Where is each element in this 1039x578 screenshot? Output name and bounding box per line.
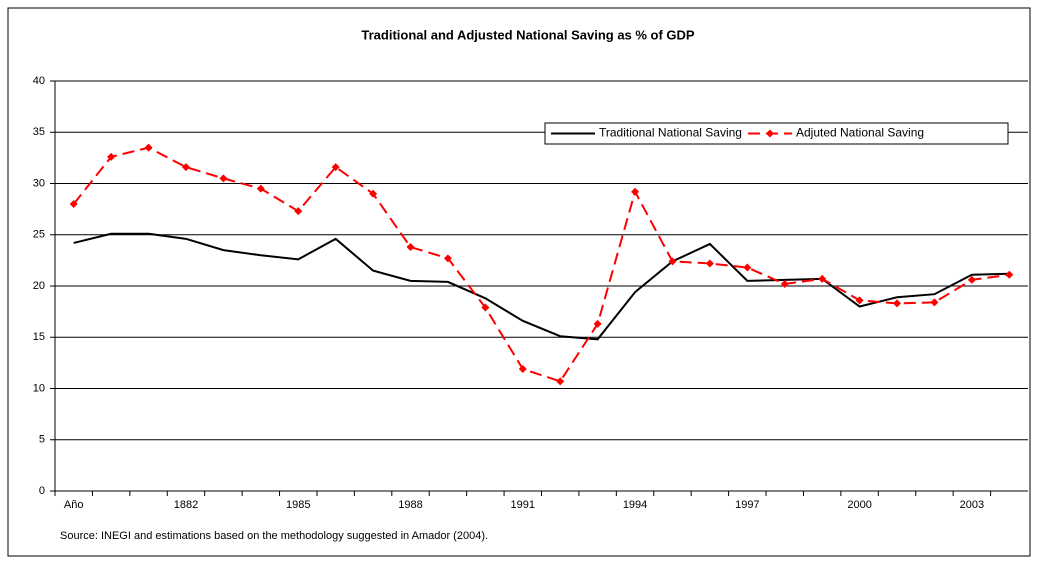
data-point bbox=[256, 184, 265, 193]
legend-label: Adjuted National Saving bbox=[796, 126, 924, 140]
y-tick-label: 30 bbox=[33, 177, 45, 189]
y-tick-label: 15 bbox=[33, 331, 45, 343]
data-point bbox=[631, 187, 640, 196]
data-point bbox=[556, 377, 565, 386]
data-point bbox=[369, 189, 378, 198]
data-point bbox=[818, 274, 827, 283]
y-tick-label: 5 bbox=[39, 434, 45, 446]
data-point bbox=[481, 303, 490, 312]
data-point bbox=[930, 298, 939, 307]
data-point bbox=[705, 259, 714, 268]
x-tick-label: 2000 bbox=[847, 499, 871, 511]
data-point bbox=[406, 243, 415, 252]
x-tick-label: 1985 bbox=[286, 499, 310, 511]
data-point bbox=[107, 152, 116, 161]
legend-label: Traditional National Saving bbox=[599, 126, 742, 140]
data-line bbox=[73, 232, 1010, 341]
data-point bbox=[331, 163, 340, 172]
data-point bbox=[855, 296, 864, 305]
data-point bbox=[967, 275, 976, 284]
data-point bbox=[518, 365, 527, 374]
data-point bbox=[144, 143, 153, 152]
data-point bbox=[181, 163, 190, 172]
y-tick-label: 25 bbox=[33, 229, 45, 241]
x-tick-label: 1991 bbox=[511, 499, 535, 511]
y-tick-label: 20 bbox=[33, 280, 45, 292]
x-tick-label: 1882 bbox=[174, 499, 198, 511]
x-tick-label: Año bbox=[64, 499, 84, 511]
data-point bbox=[743, 263, 752, 272]
chart-frame bbox=[7, 7, 1031, 557]
x-tick-label: 1988 bbox=[398, 499, 422, 511]
y-tick-label: 35 bbox=[33, 126, 45, 138]
data-point bbox=[593, 319, 602, 328]
x-tick-label: 1994 bbox=[623, 499, 647, 511]
data-point bbox=[69, 200, 78, 208]
data-point bbox=[893, 299, 902, 308]
legend-marker bbox=[765, 129, 774, 138]
y-tick-label: 10 bbox=[33, 382, 45, 394]
data-point bbox=[668, 257, 677, 266]
source-note: Source: INEGI and estimations based on t… bbox=[60, 530, 488, 542]
y-tick-label: 0 bbox=[39, 485, 45, 497]
data-point bbox=[1005, 270, 1014, 279]
data-point bbox=[443, 254, 452, 263]
x-tick-label: 1997 bbox=[735, 499, 759, 511]
chart-title: Traditional and Adjusted National Saving… bbox=[361, 27, 695, 42]
y-tick-label: 40 bbox=[33, 75, 45, 87]
data-point bbox=[219, 174, 228, 183]
data-point bbox=[780, 279, 789, 288]
data-line bbox=[72, 146, 1010, 383]
data-point bbox=[294, 207, 303, 216]
x-tick-label: 2003 bbox=[960, 499, 984, 511]
